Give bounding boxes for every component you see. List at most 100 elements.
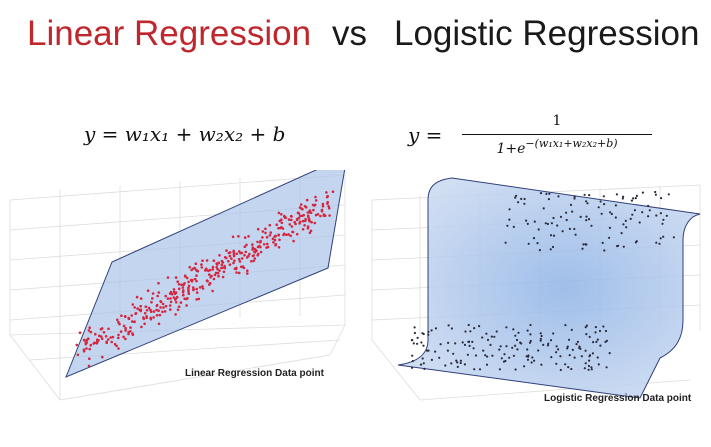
data-point [540, 334, 543, 338]
data-point [590, 366, 593, 369]
data-point [564, 363, 567, 366]
data-point [232, 249, 235, 253]
data-point [87, 364, 91, 368]
data-point [584, 243, 587, 246]
data-point [580, 355, 583, 358]
data-point [309, 229, 313, 233]
data-point [245, 243, 248, 247]
data-point [256, 227, 260, 231]
data-point [285, 233, 288, 237]
data-point [194, 262, 198, 266]
data-point [527, 242, 530, 245]
data-point [171, 292, 174, 296]
data-point [235, 271, 238, 274]
data-point [536, 242, 539, 245]
data-point [246, 272, 249, 275]
data-point [253, 247, 257, 251]
data-point [123, 315, 127, 318]
data-point [425, 349, 429, 352]
data-point [565, 218, 568, 222]
data-point [622, 195, 625, 198]
data-point [557, 348, 560, 351]
data-point [183, 274, 187, 278]
data-point [303, 224, 306, 227]
data-point [608, 236, 611, 239]
data-point [575, 343, 578, 346]
data-point [596, 356, 599, 359]
data-point [238, 260, 242, 263]
data-point [174, 313, 177, 316]
data-point [502, 360, 506, 363]
data-point [632, 197, 635, 200]
data-point [478, 325, 481, 328]
data-point [498, 348, 501, 351]
data-point [320, 209, 324, 213]
data-point [218, 254, 221, 257]
data-point [514, 344, 517, 347]
data-point [295, 232, 299, 236]
data-point [459, 361, 462, 365]
data-point [195, 279, 198, 283]
linear-regression-plot: Linear Regression Data point [9, 170, 346, 401]
data-point [325, 195, 329, 199]
data-point [504, 241, 507, 244]
data-point [261, 236, 264, 239]
data-point [156, 294, 159, 298]
data-point [661, 222, 664, 225]
data-point [430, 358, 433, 361]
data-point [117, 347, 120, 350]
data-point [195, 298, 198, 301]
data-point [514, 196, 517, 199]
data-point [420, 341, 423, 344]
data-point [172, 288, 176, 291]
sigmoid-surface [397, 177, 701, 399]
data-point [287, 233, 290, 236]
data-point [124, 329, 127, 332]
data-point [273, 238, 277, 242]
data-point [190, 268, 193, 272]
data-point [491, 354, 494, 357]
data-point [157, 309, 160, 313]
data-point [526, 222, 529, 225]
data-point [268, 223, 272, 227]
data-point [244, 250, 248, 254]
data-point [421, 332, 424, 335]
data-point [136, 307, 139, 310]
data-point [517, 331, 520, 334]
data-point [101, 355, 104, 359]
data-point [185, 276, 189, 280]
data-point [256, 245, 260, 249]
data-point [209, 276, 212, 279]
data-point [220, 259, 224, 263]
data-point [251, 248, 254, 251]
data-point [584, 326, 587, 329]
data-point [527, 354, 530, 357]
data-point [78, 331, 82, 335]
data-point [485, 332, 488, 335]
data-point [277, 211, 281, 215]
data-point [516, 348, 519, 351]
data-point [314, 199, 318, 202]
data-point [82, 348, 86, 352]
data-point [177, 287, 181, 291]
data-point [314, 213, 318, 217]
data-point [293, 220, 297, 224]
data-point [152, 310, 156, 313]
data-point [200, 266, 204, 269]
data-point [538, 249, 542, 252]
data-point [295, 218, 299, 222]
data-point [217, 274, 220, 278]
data-point [111, 335, 115, 339]
data-point [525, 219, 528, 222]
data-point [412, 342, 415, 345]
data-point [450, 327, 453, 330]
data-point [416, 336, 419, 339]
data-point [672, 236, 676, 239]
data-point [454, 342, 457, 345]
data-point [201, 285, 204, 288]
data-point [296, 211, 300, 215]
data-point [585, 219, 588, 222]
data-point [228, 263, 232, 267]
data-point [486, 338, 490, 341]
data-point [306, 211, 310, 214]
